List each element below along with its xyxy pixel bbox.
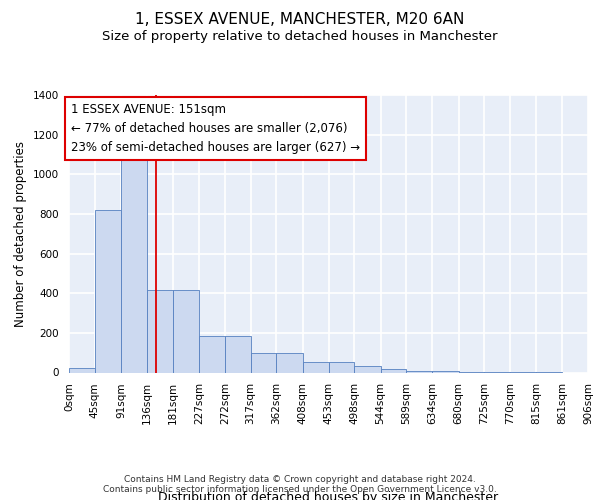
Bar [354,366,380,372]
Bar [432,370,458,372]
Bar [173,290,199,372]
Bar [329,362,354,372]
Bar [406,370,432,372]
Bar [95,210,121,372]
Bar [225,336,251,372]
Bar [251,352,277,372]
X-axis label: Distribution of detached houses by size in Manchester: Distribution of detached houses by size … [158,491,499,500]
Bar [121,160,147,372]
Bar [69,368,95,372]
Bar [277,352,303,372]
Bar [303,362,329,372]
Y-axis label: Number of detached properties: Number of detached properties [14,141,28,327]
Text: 1 ESSEX AVENUE: 151sqm
← 77% of detached houses are smaller (2,076)
23% of semi-: 1 ESSEX AVENUE: 151sqm ← 77% of detached… [71,103,360,154]
Bar [147,290,173,372]
Bar [380,368,406,372]
Bar [199,336,225,372]
Text: 1, ESSEX AVENUE, MANCHESTER, M20 6AN: 1, ESSEX AVENUE, MANCHESTER, M20 6AN [136,12,464,28]
Text: Size of property relative to detached houses in Manchester: Size of property relative to detached ho… [102,30,498,43]
Text: Contains HM Land Registry data © Crown copyright and database right 2024.
Contai: Contains HM Land Registry data © Crown c… [103,474,497,494]
